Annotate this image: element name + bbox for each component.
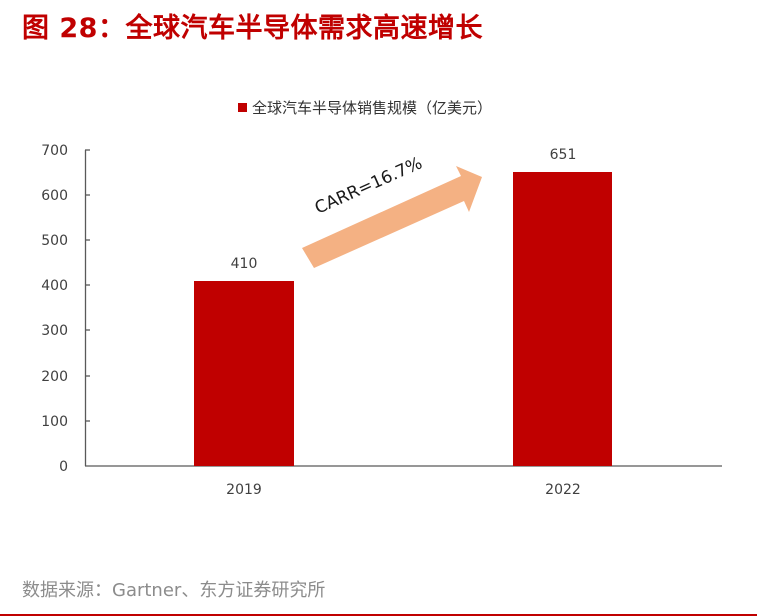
y-tick-label: 700 bbox=[41, 143, 68, 159]
x-tick-label-2019: 2019 bbox=[226, 482, 262, 498]
y-tick-label: 100 bbox=[41, 414, 68, 430]
bar-2022 bbox=[513, 172, 612, 466]
x-tick-label-2022: 2022 bbox=[545, 482, 581, 498]
y-tick-label: 500 bbox=[41, 233, 68, 249]
y-tick-label: 200 bbox=[41, 369, 68, 385]
legend-swatch bbox=[238, 103, 247, 112]
bottom-rule bbox=[0, 614, 757, 616]
bar-2019 bbox=[194, 281, 294, 466]
figure-title: 图 28：全球汽车半导体需求高速增长 bbox=[22, 13, 483, 44]
y-ticks bbox=[85, 149, 90, 422]
y-tick-label: 300 bbox=[41, 323, 68, 339]
y-tick-labels: 0 100 200 300 400 500 600 700 bbox=[41, 143, 68, 475]
y-tick-label: 0 bbox=[59, 459, 68, 475]
data-label-2019: 410 bbox=[231, 256, 258, 272]
y-tick-label: 600 bbox=[41, 188, 68, 204]
chart-legend: 全球汽车半导体销售规模（亿美元） bbox=[238, 97, 492, 118]
legend-label: 全球汽车半导体销售规模（亿美元） bbox=[252, 99, 493, 117]
y-tick-label: 400 bbox=[41, 278, 68, 294]
source-note: 数据来源：Gartner、东方证券研究所 bbox=[22, 580, 326, 601]
growth-arrow-icon bbox=[302, 166, 482, 268]
data-label-2022: 651 bbox=[550, 147, 577, 163]
